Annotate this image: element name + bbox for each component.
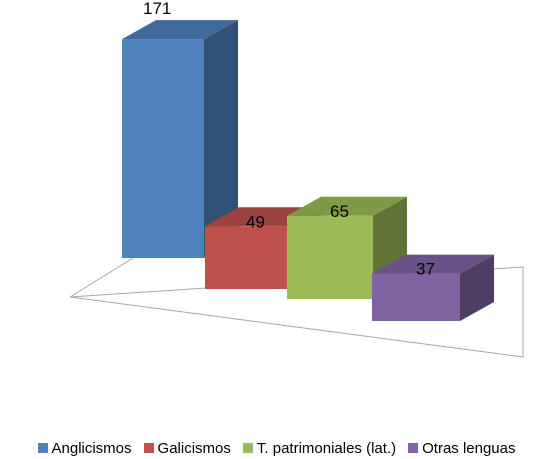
legend-swatch-otras-lenguas <box>408 443 419 453</box>
legend-item-galicismos: Galicismos <box>143 439 231 457</box>
bar-top-anglicismos <box>122 20 238 40</box>
bar-front-otras-lenguas <box>372 273 460 321</box>
bar-front-anglicismos <box>122 39 204 259</box>
bar-side-anglicismos <box>204 20 238 259</box>
data-label-anglicismos: 171 <box>143 0 171 18</box>
legend-label-galicismos: Galicismos <box>157 439 231 457</box>
legend-item-otras-lenguas: Otras lenguas <box>408 439 516 457</box>
legend-label-otras-lenguas: Otras lenguas <box>422 439 516 457</box>
bar-front-t-patrimoniales-lat <box>287 215 373 299</box>
legend-label-patrimoniales: T. patrimoniales (lat.) <box>256 439 397 457</box>
legend-swatch-patrimoniales <box>242 443 253 453</box>
legend-swatch-galicismos <box>143 443 154 453</box>
legend-swatch-anglicismos <box>37 443 48 453</box>
bar-side-otras-lenguas <box>460 254 494 321</box>
bar-top-t-patrimoniales-lat <box>287 196 407 216</box>
bar-anglicismos <box>122 20 238 259</box>
legend-label-anglicismos: Anglicismos <box>51 439 132 457</box>
legend: Anglicismos Galicismos T. patrimoniales … <box>0 437 553 459</box>
bar-front-galicismos <box>205 226 287 289</box>
bars-group <box>122 20 494 321</box>
data-label-galicismos: 49 <box>246 212 265 231</box>
data-label-otras-lenguas: 37 <box>416 260 435 279</box>
bar-otras-lenguas <box>372 254 494 321</box>
legend-item-patrimoniales: T. patrimoniales (lat.) <box>242 439 397 457</box>
chart-floor-edge <box>69 257 134 298</box>
bar-top-otras-lenguas <box>372 254 494 274</box>
data-labels-group: 171 49 65 37 <box>143 0 435 279</box>
data-label-t-patrimoniales-lat: 65 <box>330 202 349 221</box>
legend-item-anglicismos: Anglicismos <box>37 439 132 457</box>
